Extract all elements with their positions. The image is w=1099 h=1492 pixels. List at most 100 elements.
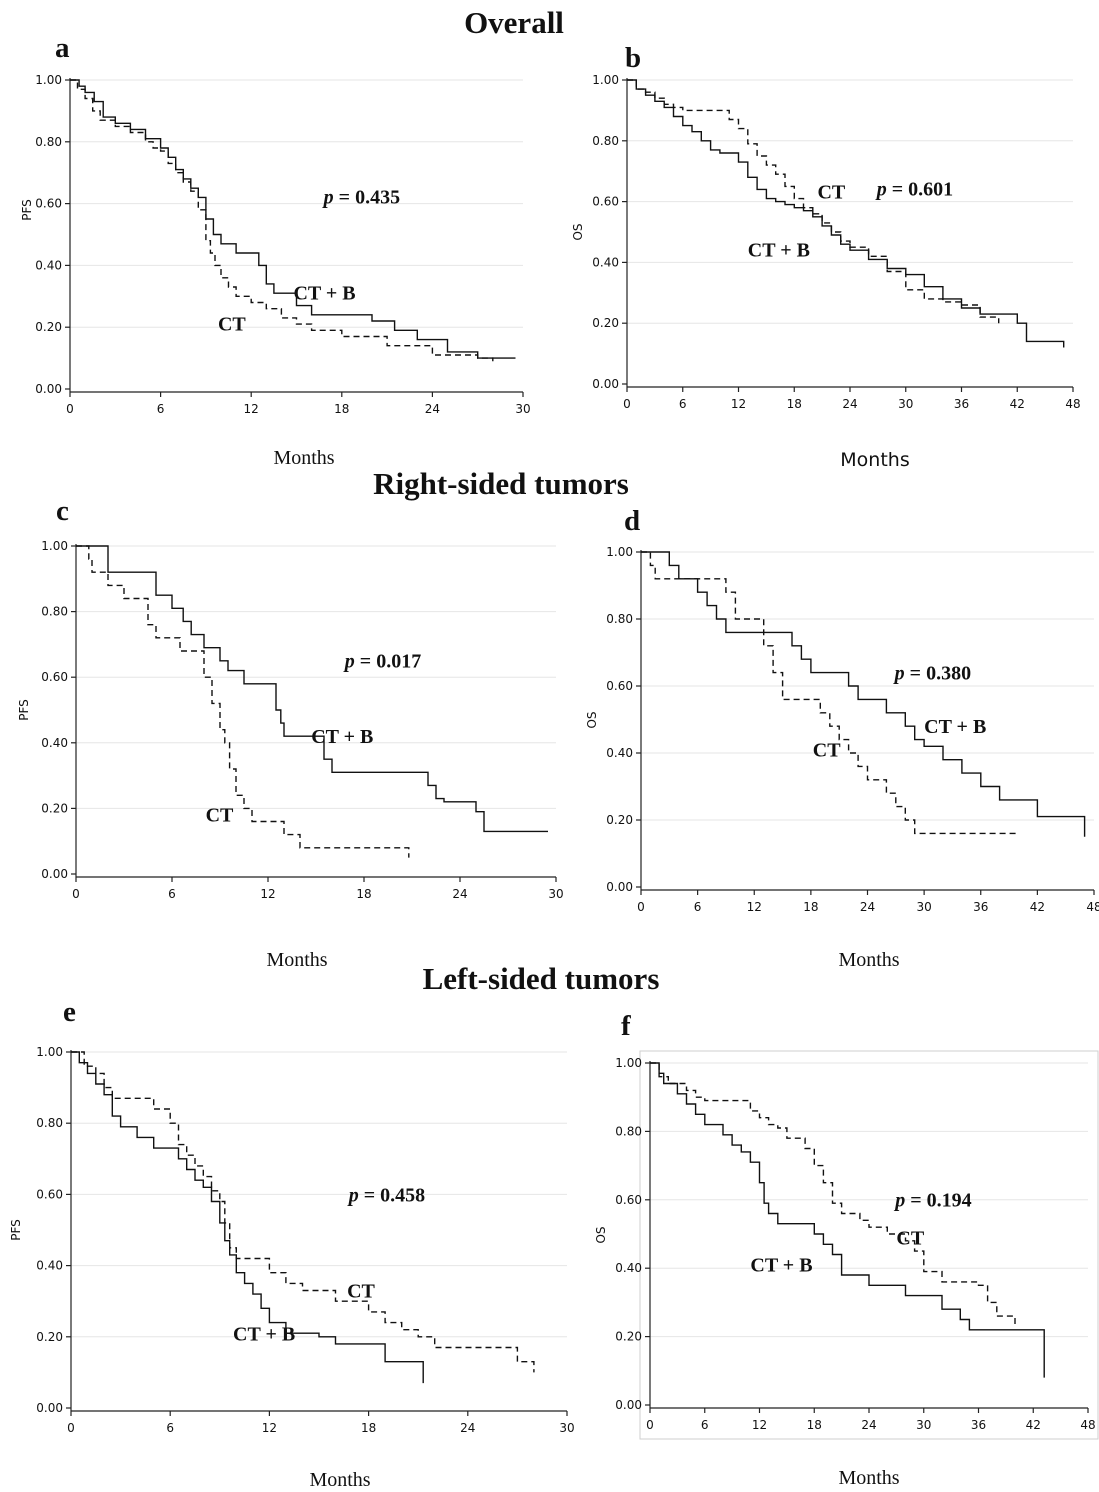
x-tick-label: 36 bbox=[973, 900, 988, 914]
x-tick-label: 24 bbox=[860, 900, 875, 914]
series-line-ct bbox=[70, 79, 494, 362]
x-tick-label: 30 bbox=[548, 887, 563, 901]
y-axis-label: PFS bbox=[20, 199, 34, 221]
p-value: p = 0.380 bbox=[893, 662, 971, 684]
p-value: p = 0.601 bbox=[875, 179, 953, 201]
p-value: p = 0.435 bbox=[322, 187, 400, 209]
x-tick-label: 42 bbox=[1010, 397, 1025, 411]
x-tick-label: 48 bbox=[1080, 1418, 1095, 1432]
y-axis-label: OS bbox=[585, 711, 599, 728]
panel-a: 0.00 0.20 0.40 0.60 0.80 1.00 0 6 12 18 24 30 CT + B… bbox=[20, 32, 531, 469]
series-line-ct-b bbox=[650, 1062, 1045, 1378]
y-tick-label: 0.40 bbox=[592, 255, 619, 269]
y-tick-label: 0.00 bbox=[606, 880, 633, 894]
y-tick-label: 0.80 bbox=[615, 1124, 642, 1138]
x-axis-label: Months bbox=[838, 949, 899, 971]
x-tick-label: 12 bbox=[752, 1418, 767, 1432]
y-tick-label: 0.20 bbox=[615, 1330, 642, 1344]
y-tick-label: 0.40 bbox=[615, 1261, 642, 1275]
curve-label: CT bbox=[347, 1281, 375, 1303]
x-tick-label: 24 bbox=[842, 397, 857, 411]
p-value: p = 0.017 bbox=[343, 650, 421, 672]
x-tick-label: 18 bbox=[361, 1421, 376, 1435]
panel-b: 0.00 0.20 0.40 0.60 0.80 1.00 0 6 12 18 24 30 36 42 48… bbox=[571, 42, 1081, 471]
series-line-ct-b bbox=[71, 1051, 424, 1384]
panel-f: 0.00 0.20 0.40 0.60 0.80 1.00 0 6 12 18 24 30 36 42 48… bbox=[594, 1010, 1099, 1489]
y-tick-label: 0.60 bbox=[36, 1187, 63, 1201]
y-tick-label: 0.80 bbox=[36, 1116, 63, 1130]
curve-label: CT + B bbox=[233, 1323, 295, 1345]
x-tick-label: 12 bbox=[260, 887, 275, 901]
series-line-ct-b bbox=[627, 79, 1065, 348]
x-tick-label: 18 bbox=[787, 397, 802, 411]
series-line-ct bbox=[76, 545, 410, 858]
x-tick-label: 6 bbox=[157, 402, 165, 416]
y-axis-label: OS bbox=[594, 1226, 608, 1243]
y-tick-label: 1.00 bbox=[41, 539, 68, 553]
section-title-right: Right-sided tumors bbox=[373, 466, 629, 501]
y-tick-label: 0.60 bbox=[35, 197, 62, 211]
x-tick-label: 30 bbox=[898, 397, 913, 411]
x-tick-label: 6 bbox=[168, 887, 176, 901]
x-tick-label: 48 bbox=[1086, 900, 1099, 914]
x-tick-label: 12 bbox=[262, 1421, 277, 1435]
y-axis-label: PFS bbox=[17, 699, 31, 721]
y-tick-label: 0.20 bbox=[592, 316, 619, 330]
y-tick-label: 1.00 bbox=[615, 1056, 642, 1070]
panel-letter: b bbox=[625, 42, 641, 74]
x-tick-label: 12 bbox=[244, 402, 259, 416]
p-value: p = 0.194 bbox=[893, 1190, 971, 1212]
curve-label: CT bbox=[896, 1227, 924, 1249]
y-tick-label: 0.00 bbox=[36, 1401, 63, 1415]
x-tick-label: 18 bbox=[803, 900, 818, 914]
x-tick-label: 30 bbox=[559, 1421, 574, 1435]
curve-label: CT bbox=[206, 805, 234, 827]
x-tick-label: 42 bbox=[1030, 900, 1045, 914]
x-tick-label: 0 bbox=[623, 397, 631, 411]
series-line-ct bbox=[641, 551, 1019, 835]
y-tick-label: 0.20 bbox=[41, 801, 68, 815]
x-tick-label: 30 bbox=[515, 402, 530, 416]
y-tick-label: 0.40 bbox=[41, 736, 68, 750]
x-tick-label: 42 bbox=[1026, 1418, 1041, 1432]
x-tick-label: 36 bbox=[954, 397, 969, 411]
x-tick-label: 0 bbox=[72, 887, 80, 901]
x-tick-label: 6 bbox=[701, 1418, 709, 1432]
x-axis-label: Months bbox=[266, 949, 327, 971]
series-line-ct bbox=[650, 1062, 1016, 1327]
y-tick-label: 0.40 bbox=[35, 258, 62, 272]
y-tick-label: 0.40 bbox=[606, 746, 633, 760]
curve-label: CT + B bbox=[311, 726, 373, 748]
y-tick-label: 0.20 bbox=[606, 813, 633, 827]
series-line-ct-b bbox=[641, 551, 1086, 837]
x-tick-label: 6 bbox=[679, 397, 687, 411]
y-tick-label: 0.00 bbox=[41, 867, 68, 881]
p-value: p = 0.458 bbox=[347, 1185, 425, 1207]
y-tick-label: 0.60 bbox=[592, 195, 619, 209]
y-tick-label: 0.00 bbox=[35, 382, 62, 396]
plot-frame bbox=[639, 1050, 1099, 1440]
x-tick-label: 12 bbox=[731, 397, 746, 411]
x-tick-label: 0 bbox=[67, 1421, 75, 1435]
x-tick-label: 6 bbox=[694, 900, 702, 914]
x-tick-label: 36 bbox=[971, 1418, 986, 1432]
x-tick-label: 48 bbox=[1065, 397, 1080, 411]
panel-c: 0.00 0.20 0.40 0.60 0.80 1.00 0 6 12 18 24 30 CT + B… bbox=[17, 495, 564, 971]
y-tick-label: 0.60 bbox=[606, 679, 633, 693]
y-tick-label: 1.00 bbox=[592, 73, 619, 87]
x-tick-label: 18 bbox=[356, 887, 371, 901]
curve-label: CT bbox=[817, 182, 845, 204]
y-axis-label: PFS bbox=[9, 1219, 23, 1241]
x-tick-label: 24 bbox=[452, 887, 467, 901]
y-tick-label: 0.60 bbox=[615, 1193, 642, 1207]
y-tick-label: 1.00 bbox=[606, 545, 633, 559]
x-tick-label: 30 bbox=[916, 900, 931, 914]
section-title-left: Left-sided tumors bbox=[423, 961, 660, 996]
x-tick-label: 24 bbox=[460, 1421, 475, 1435]
y-tick-label: 0.00 bbox=[615, 1398, 642, 1412]
x-axis-label: Months bbox=[273, 447, 334, 469]
section-title-overall: Overall bbox=[464, 5, 564, 40]
panel-letter: e bbox=[63, 996, 76, 1028]
y-tick-label: 0.00 bbox=[592, 377, 619, 391]
